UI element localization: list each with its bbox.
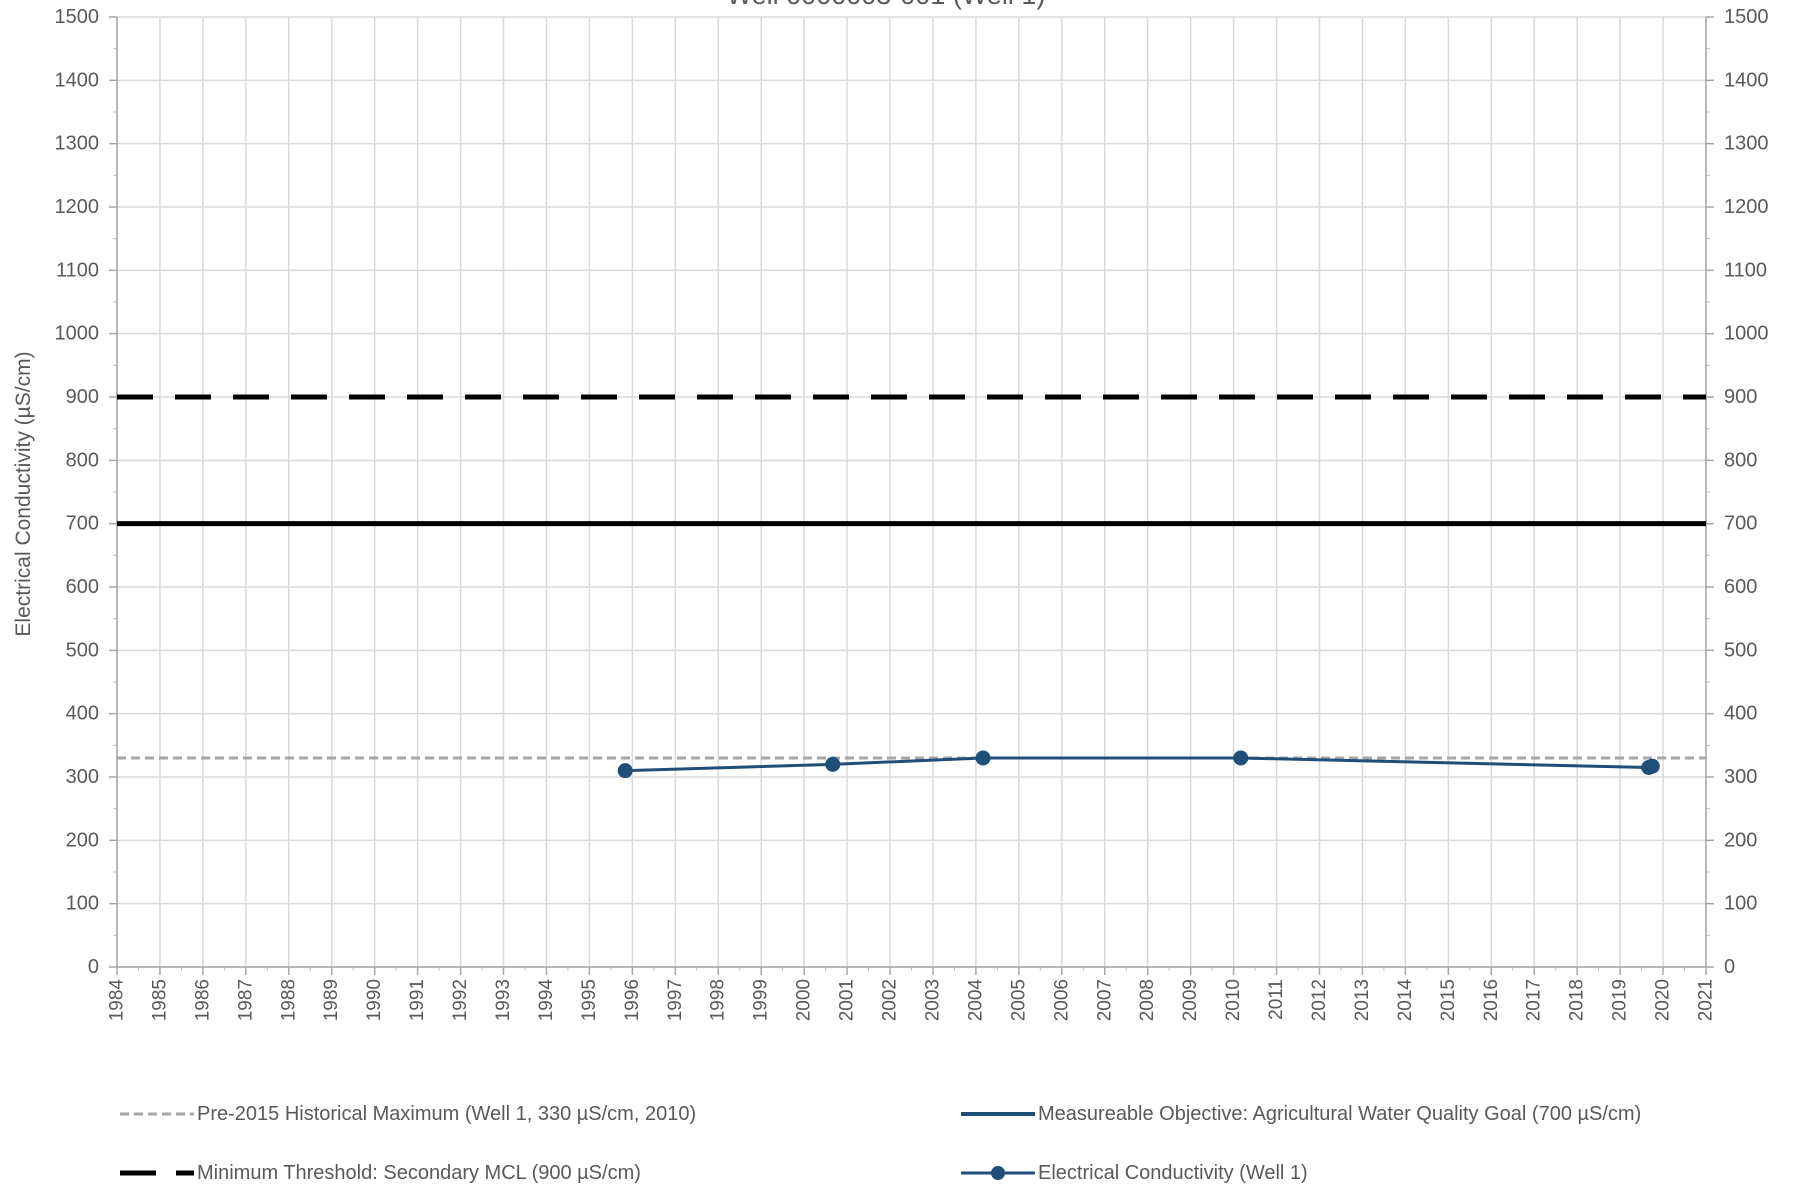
y-right-tick-label: 300 bbox=[1724, 766, 1757, 788]
x-tick-label: 2015 bbox=[1438, 979, 1459, 1021]
legend: Pre-2015 Historical Maximum (Well 1, 330… bbox=[120, 1103, 1641, 1184]
y-right-tick-label: 1500 bbox=[1724, 6, 1769, 28]
x-tick-label: 2016 bbox=[1481, 979, 1502, 1021]
x-tick-label: 1998 bbox=[708, 979, 729, 1021]
series-layer bbox=[117, 394, 1706, 779]
legend-item: Electrical Conductivity (Well 1) bbox=[961, 1162, 1308, 1184]
x-tick-label: 1984 bbox=[107, 979, 128, 1022]
legend-item: Minimum Threshold: Secondary MCL (900 µS… bbox=[120, 1162, 641, 1184]
data-point bbox=[1233, 750, 1249, 766]
y-tick-label: 300 bbox=[66, 766, 99, 788]
x-tick-label: 2019 bbox=[1610, 979, 1631, 1021]
x-tick-label: 2009 bbox=[1180, 979, 1201, 1021]
x-tick-label: 1987 bbox=[235, 979, 256, 1021]
y-right-tick-label: 800 bbox=[1724, 449, 1757, 471]
x-tick-label: 2005 bbox=[1008, 979, 1029, 1021]
x-tick-label: 2010 bbox=[1223, 979, 1244, 1021]
y-tick-label: 700 bbox=[66, 513, 99, 535]
x-tick-label: 1996 bbox=[622, 979, 643, 1021]
x-tick-label: 1988 bbox=[278, 979, 299, 1021]
data-point bbox=[1644, 758, 1660, 774]
x-tick-label: 2011 bbox=[1266, 979, 1287, 1020]
x-tick-label: 1992 bbox=[450, 979, 471, 1021]
x-tick-label: 2017 bbox=[1524, 979, 1545, 1021]
x-tick-label: 2000 bbox=[794, 979, 815, 1021]
legend-marker bbox=[991, 1166, 1005, 1180]
y-right-tick-label: 500 bbox=[1724, 639, 1757, 661]
x-tick-label: 2012 bbox=[1309, 979, 1330, 1021]
legend-item: Pre-2015 Historical Maximum (Well 1, 330… bbox=[120, 1103, 696, 1125]
y-tick-label: 1100 bbox=[56, 259, 99, 281]
y-tick-label: 1000 bbox=[55, 323, 100, 345]
x-tick-label: 1999 bbox=[751, 979, 772, 1021]
y-tick-label: 400 bbox=[66, 703, 99, 725]
y-tick-label: 0 bbox=[88, 956, 99, 978]
y-tick-label: 600 bbox=[66, 576, 99, 598]
y-tick-label: 500 bbox=[66, 639, 99, 661]
y-right-tick-label: 900 bbox=[1724, 386, 1757, 408]
x-tick-label: 2002 bbox=[880, 979, 901, 1021]
legend-item: Measureable Objective: Agricultural Wate… bbox=[961, 1103, 1641, 1125]
x-tick-label: 2006 bbox=[1051, 979, 1072, 1021]
x-tick-label: 2001 bbox=[837, 979, 858, 1021]
x-tick-label: 1989 bbox=[321, 979, 342, 1021]
y-right-tick-label: 700 bbox=[1724, 513, 1757, 535]
chart-title: Well 0000003-001 (Well 1) bbox=[727, 0, 1046, 10]
y-tick-label: 1400 bbox=[55, 69, 100, 91]
y-right-tick-label: 600 bbox=[1724, 576, 1757, 598]
x-tick-label: 1991 bbox=[407, 979, 428, 1021]
y-right-tick-label: 1400 bbox=[1724, 69, 1769, 91]
x-tick-label: 2020 bbox=[1653, 979, 1674, 1021]
x-tick-label: 1994 bbox=[536, 979, 557, 1022]
y-right-tick-label: 1000 bbox=[1724, 323, 1769, 345]
y-tick-label: 800 bbox=[66, 449, 99, 471]
x-tick-label: 2018 bbox=[1567, 979, 1588, 1021]
y-tick-label: 1200 bbox=[55, 196, 100, 218]
data-point bbox=[975, 750, 991, 766]
y-right-tick-label: 400 bbox=[1724, 703, 1757, 725]
x-tick-label: 2007 bbox=[1094, 979, 1115, 1021]
series-line-3 bbox=[625, 756, 1653, 773]
legend-label: Electrical Conductivity (Well 1) bbox=[1038, 1162, 1308, 1184]
x-tick-label: 1990 bbox=[364, 979, 385, 1021]
y-tick-label: 1300 bbox=[55, 133, 100, 155]
legend-label: Minimum Threshold: Secondary MCL (900 µS… bbox=[197, 1162, 641, 1184]
y-tick-label: 1500 bbox=[55, 6, 100, 28]
x-tick-label: 1997 bbox=[665, 979, 686, 1021]
y-right-tick-label: 1100 bbox=[1724, 259, 1767, 281]
y-right-tick-label: 100 bbox=[1724, 893, 1757, 915]
x-tick-label: 2014 bbox=[1395, 979, 1416, 1022]
x-tick-label: 2013 bbox=[1352, 979, 1373, 1021]
x-tick-label: 1995 bbox=[579, 979, 600, 1021]
x-tick-label: 1985 bbox=[149, 979, 170, 1021]
y-right-tick-label: 200 bbox=[1724, 829, 1757, 851]
x-tick-label: 2021 bbox=[1696, 979, 1717, 1021]
x-tick-label: 2008 bbox=[1137, 979, 1158, 1021]
axes: 1984 1985 1986 1987 1988 1989 1990 1991 1992 1993… bbox=[55, 6, 1769, 1021]
grid bbox=[116, 16, 1707, 968]
x-tick-label: 1993 bbox=[493, 979, 514, 1021]
x-tick-label: 2004 bbox=[965, 979, 986, 1022]
y-tick-label: 100 bbox=[66, 893, 99, 915]
data-point bbox=[825, 756, 841, 772]
y-right-tick-label: 1200 bbox=[1724, 196, 1769, 218]
legend-label: Pre-2015 Historical Maximum (Well 1, 330… bbox=[197, 1103, 696, 1125]
y-tick-label: 200 bbox=[66, 829, 99, 851]
data-point bbox=[617, 763, 633, 779]
x-tick-label: 2003 bbox=[922, 979, 943, 1021]
y-right-tick-label: 0 bbox=[1724, 956, 1735, 978]
y-tick-label: 900 bbox=[66, 386, 99, 408]
y-axis-label: Electrical Conductivity (µS/cm) bbox=[12, 351, 35, 636]
x-tick-label: 1986 bbox=[192, 979, 213, 1021]
legend-label: Measureable Objective: Agricultural Wate… bbox=[1038, 1103, 1641, 1125]
y-right-tick-label: 1300 bbox=[1724, 133, 1769, 155]
